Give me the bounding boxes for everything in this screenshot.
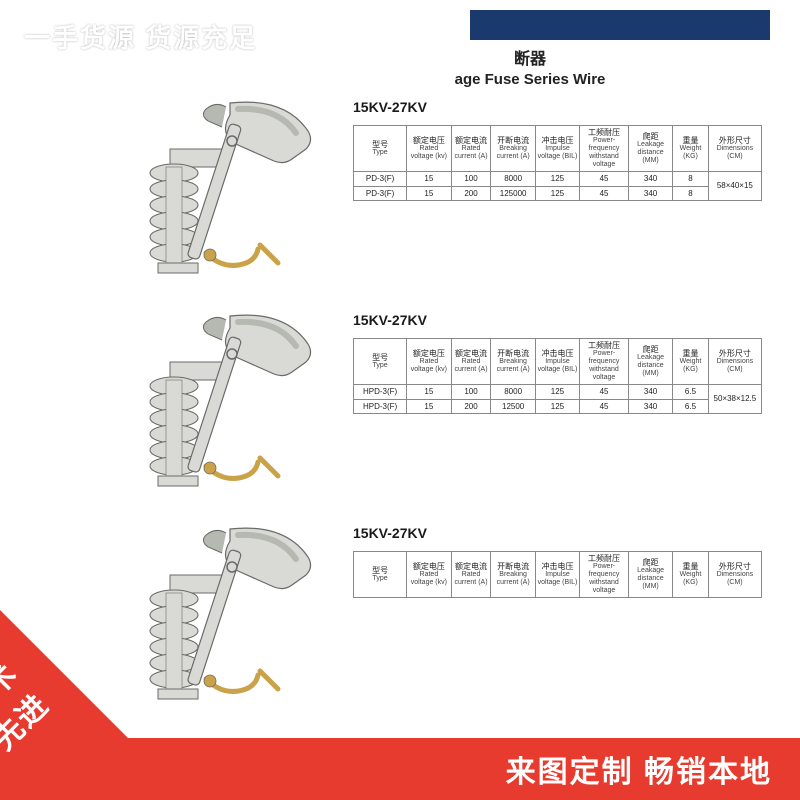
table-cell: 8000	[491, 172, 535, 186]
table-header-cell: 开断电流Breaking current (A)	[491, 126, 535, 172]
table-header-cell: 爬距Leakage distance (MM)	[628, 339, 672, 385]
spec-sections: 15KV-27KV型号Type额定电压Rated voltage (kv)额定电…	[110, 95, 762, 734]
table-cell: 340	[628, 385, 672, 399]
table-header-cell: 重量Weight (KG)	[673, 552, 708, 598]
table-header-cell: 工频耐压Power-frequency withstand voltage	[580, 126, 629, 172]
table-header-cell: 冲击电压Impulse voltage (BIL)	[535, 126, 579, 172]
table-cell: 340	[628, 186, 672, 200]
table-header-cell: 外形尺寸Dimensions (CM)	[708, 552, 761, 598]
table-header-cell: 冲击电压Impulse voltage (BIL)	[535, 339, 579, 385]
table-header-cell: 冲击电压Impulse voltage (BIL)	[535, 552, 579, 598]
table-row: HPD-3(F)1520012500125453406.5	[354, 399, 762, 413]
header-accent-bar	[470, 10, 770, 40]
table-header-cell: 型号Type	[354, 339, 407, 385]
table-cell: 125	[535, 385, 579, 399]
spec-table: 型号Type额定电压Rated voltage (kv)额定电流Rated cu…	[353, 125, 762, 201]
product-image	[110, 95, 345, 280]
table-cell: 6.5	[673, 399, 708, 413]
spec-section: 15KV-27KV 型号Type额定电压Rated voltage (kv)额定电…	[110, 308, 762, 493]
table-header-cell: 工频耐压Power-frequency withstand voltage	[580, 552, 629, 598]
table-cell: 100	[451, 172, 491, 186]
fuse-illustration	[110, 95, 345, 280]
table-cell: 45	[580, 172, 629, 186]
table-cell: 15	[407, 385, 451, 399]
table-cell: 6.5	[673, 385, 708, 399]
table-cell: 200	[451, 399, 491, 413]
table-header-cell: 额定电压Rated voltage (kv)	[407, 552, 451, 598]
table-cell-dimensions: 58×40×15	[708, 172, 761, 200]
table-cell: 45	[580, 385, 629, 399]
table-row: HPD-3(F)151008000125453406.550×38×12.5	[354, 385, 762, 399]
table-cell: PD-3(F)	[354, 172, 407, 186]
table-cell: HPD-3(F)	[354, 399, 407, 413]
table-cell: 15	[407, 186, 451, 200]
table-cell: 12500	[491, 399, 535, 413]
table-header-cell: 额定电流Rated current (A)	[451, 339, 491, 385]
table-header-cell: 额定电流Rated current (A)	[451, 552, 491, 598]
table-header-cell: 爬距Leakage distance (MM)	[628, 552, 672, 598]
promo-top-banner: 一手货源 货源充足	[24, 18, 257, 55]
table-header-cell: 外形尺寸Dimensions (CM)	[708, 339, 761, 385]
table-header-cell: 额定电压Rated voltage (kv)	[407, 126, 451, 172]
table-header-row: 型号Type额定电压Rated voltage (kv)额定电流Rated cu…	[354, 339, 762, 385]
table-cell: 45	[580, 186, 629, 200]
table-cell: PD-3(F)	[354, 186, 407, 200]
table-cell: 100	[451, 385, 491, 399]
table-cell: 45	[580, 399, 629, 413]
table-cell-dimensions: 50×38×12.5	[708, 385, 761, 413]
spec-section: 15KV-27KV 型号Type额定电压Rated voltage (kv)额定电…	[110, 95, 762, 280]
table-header-cell: 额定电压Rated voltage (kv)	[407, 339, 451, 385]
document-title-cn: 断器	[300, 45, 760, 69]
table-cell: 200	[451, 186, 491, 200]
table-header-cell: 开断电流Breaking current (A)	[491, 339, 535, 385]
table-header-cell: 工频耐压Power-frequency withstand voltage	[580, 339, 629, 385]
table-header-cell: 开断电流Breaking current (A)	[491, 552, 535, 598]
table-header-cell: 额定电流Rated current (A)	[451, 126, 491, 172]
promo-bottom-text: 来图定制 畅销本地	[506, 747, 772, 791]
table-cell: 125	[535, 399, 579, 413]
table-header-cell: 重量Weight (KG)	[673, 339, 708, 385]
spec-heading: 15KV-27KV	[353, 525, 762, 541]
table-cell: 125	[535, 186, 579, 200]
spec-block: 15KV-27KV 型号Type额定电压Rated voltage (kv)额定电…	[345, 308, 762, 414]
spec-block: 15KV-27KV 型号Type额定电压Rated voltage (kv)额定电…	[345, 95, 762, 201]
table-header-cell: 型号Type	[354, 552, 407, 598]
table-header-cell: 型号Type	[354, 126, 407, 172]
spec-table: 型号Type额定电压Rated voltage (kv)额定电流Rated cu…	[353, 338, 762, 414]
table-row: PD-3(F)15200125000125453408	[354, 186, 762, 200]
table-cell: 15	[407, 172, 451, 186]
table-header-cell: 外形尺寸Dimensions (CM)	[708, 126, 761, 172]
table-cell: 125	[535, 172, 579, 186]
promo-corner-badge: 技术先进	[0, 610, 190, 800]
table-row: PD-3(F)15100800012545340858×40×15	[354, 172, 762, 186]
fuse-illustration	[110, 308, 345, 493]
table-cell: 340	[628, 399, 672, 413]
spec-block: 15KV-27KV 型号Type额定电压Rated voltage (kv)额定电…	[345, 521, 762, 598]
table-cell: 125000	[491, 186, 535, 200]
table-header-cell: 重量Weight (KG)	[673, 126, 708, 172]
table-cell: 8	[673, 186, 708, 200]
table-cell: 8	[673, 172, 708, 186]
table-cell: 340	[628, 172, 672, 186]
spec-section: 15KV-27KV 型号Type额定电压Rated voltage (kv)额定电…	[110, 521, 762, 706]
table-header-row: 型号Type额定电压Rated voltage (kv)额定电流Rated cu…	[354, 126, 762, 172]
page-root: 一手货源 货源充足 断器 age Fuse Series Wire 15KV-2…	[0, 0, 800, 800]
document-title-en: age Fuse Series Wire	[300, 71, 760, 88]
table-header-cell: 爬距Leakage distance (MM)	[628, 126, 672, 172]
document-title: 断器 age Fuse Series Wire	[300, 45, 760, 88]
table-header-row: 型号Type额定电压Rated voltage (kv)额定电流Rated cu…	[354, 552, 762, 598]
spec-heading: 15KV-27KV	[353, 99, 762, 115]
spec-table: 型号Type额定电压Rated voltage (kv)额定电流Rated cu…	[353, 551, 762, 598]
product-image	[110, 308, 345, 493]
table-cell: 15	[407, 399, 451, 413]
spec-heading: 15KV-27KV	[353, 312, 762, 328]
table-cell: HPD-3(F)	[354, 385, 407, 399]
table-cell: 8000	[491, 385, 535, 399]
